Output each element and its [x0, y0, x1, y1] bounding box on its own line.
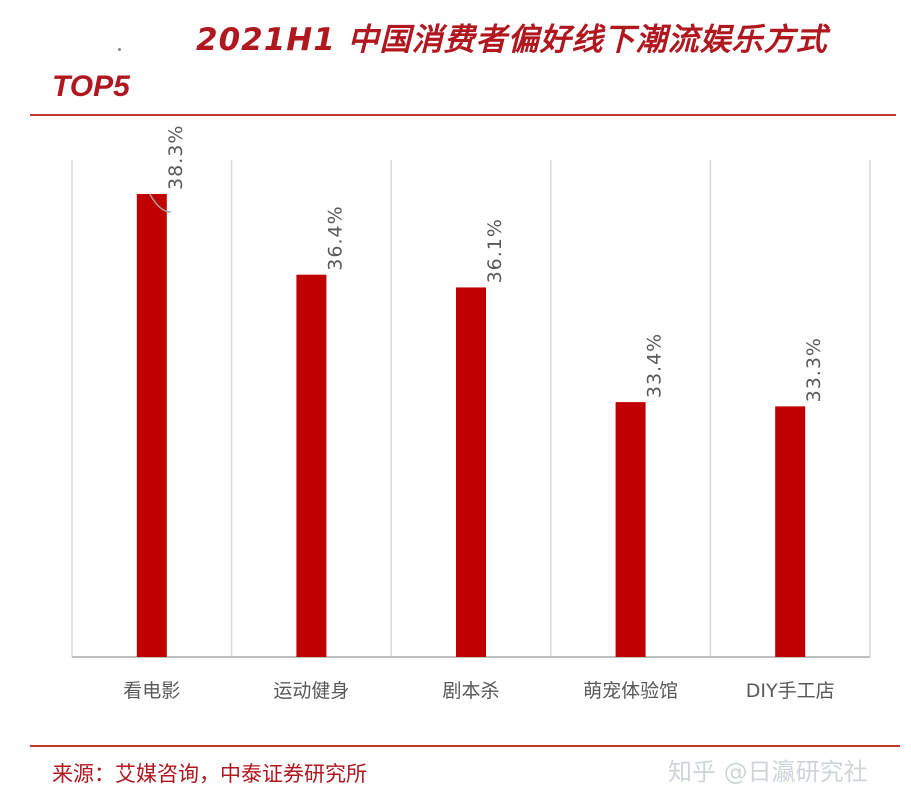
data-label: 38.3%	[165, 125, 187, 190]
category-label: 运动健身	[273, 680, 349, 702]
bar	[136, 193, 167, 657]
watermark: 知乎 @日瀛研究社	[668, 758, 868, 786]
chart-title: 2021H1 中国消费者偏好线下潮流娱乐方式	[196, 22, 828, 58]
category-label: DIY手工店	[746, 680, 835, 702]
category-label: 萌宠体验馆	[583, 680, 678, 702]
source-note: 来源：艾媒咨询，中泰证券研究所	[52, 762, 367, 786]
bar	[775, 406, 806, 657]
data-label: 33.3%	[803, 337, 825, 402]
category-label: 看电影	[123, 680, 180, 702]
footer-divider	[30, 745, 900, 747]
chart-subtitle: TOP5	[52, 70, 130, 103]
bar	[615, 402, 646, 657]
decorative-dot	[118, 48, 121, 51]
data-label: 36.1%	[484, 218, 506, 283]
label-leader-line	[149, 193, 171, 213]
data-label: 36.4%	[324, 205, 346, 270]
bar	[456, 287, 486, 657]
data-label: 33.4%	[644, 333, 666, 398]
header-divider	[30, 114, 896, 116]
bar	[296, 274, 327, 657]
category-label: 剧本杀	[442, 680, 499, 702]
